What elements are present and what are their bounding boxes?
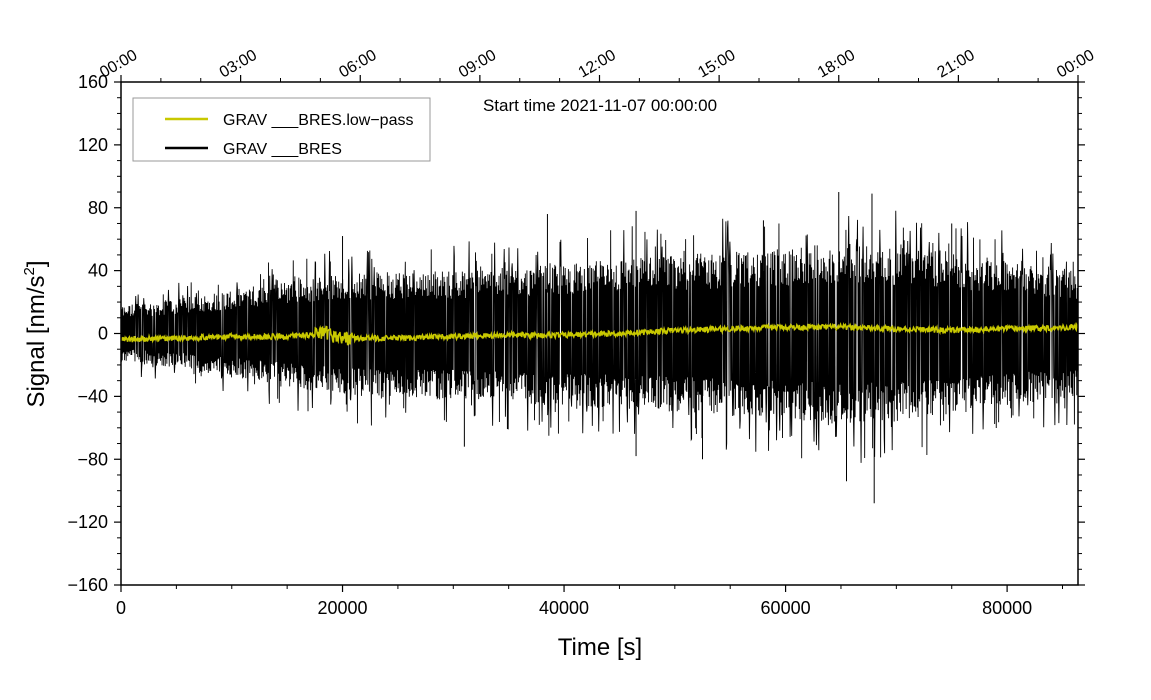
top-tick-label: 18:00 — [815, 47, 858, 82]
top-tick-label: 03:00 — [217, 47, 260, 82]
top-tick-label: 00:00 — [1054, 47, 1097, 82]
x-tick-label: 80000 — [982, 598, 1032, 618]
x-tick-label: 40000 — [539, 598, 589, 618]
x-axis-title: Time [s] — [558, 634, 642, 661]
y-axis: −160 −120 −80 −40 0 40 80 120 160 — [67, 72, 1085, 595]
series-grav-bres-lowpass — [121, 322, 1078, 346]
top-time-axis: 00:00 03:00 06:00 09:00 12:00 15:00 18:00 21:00… — [97, 47, 1097, 82]
legend-box — [132, 97, 431, 162]
y-tick-label: −120 — [67, 512, 108, 532]
x-tick-label: 60000 — [761, 598, 811, 618]
top-tick-label: 00:00 — [97, 47, 140, 82]
x-tick-label: 0 — [116, 598, 126, 618]
x-axis: 0 20000 40000 60000 80000 — [116, 585, 1063, 618]
legend-label-lowpass: GRAV ___BRES.low−pass — [223, 112, 413, 129]
y-axis-title: Signal [nm/s2] — [21, 260, 50, 407]
top-tick-label: 21:00 — [935, 47, 978, 82]
legend: GRAV ___BRES.low−pass GRAV ___BRES — [132, 97, 431, 162]
top-tick-label: 15:00 — [695, 47, 738, 82]
y-tick-label: 40 — [88, 261, 108, 281]
series-line-grav-bres-lowpass — [121, 322, 1078, 346]
x-tick-label: 20000 — [317, 598, 367, 618]
series-line-grav-bres — [121, 210, 1078, 463]
top-tick-label: 09:00 — [456, 47, 499, 82]
y-tick-label: 160 — [78, 72, 108, 92]
legend-label-raw: GRAV ___BRES — [223, 141, 342, 158]
y-tick-label: 80 — [88, 198, 108, 218]
start-time-annotation: Start time 2021-11-07 00:00:00 — [483, 96, 717, 115]
y-tick-label: −40 — [77, 386, 108, 406]
y-tick-label: −80 — [77, 449, 108, 469]
y-tick-label: 120 — [78, 135, 108, 155]
y-tick-label: −160 — [67, 575, 108, 595]
top-tick-label: 12:00 — [576, 47, 619, 82]
y-tick-label: 0 — [98, 324, 108, 344]
top-tick-label: 06:00 — [336, 47, 379, 82]
series-grav-bres — [121, 192, 1078, 504]
